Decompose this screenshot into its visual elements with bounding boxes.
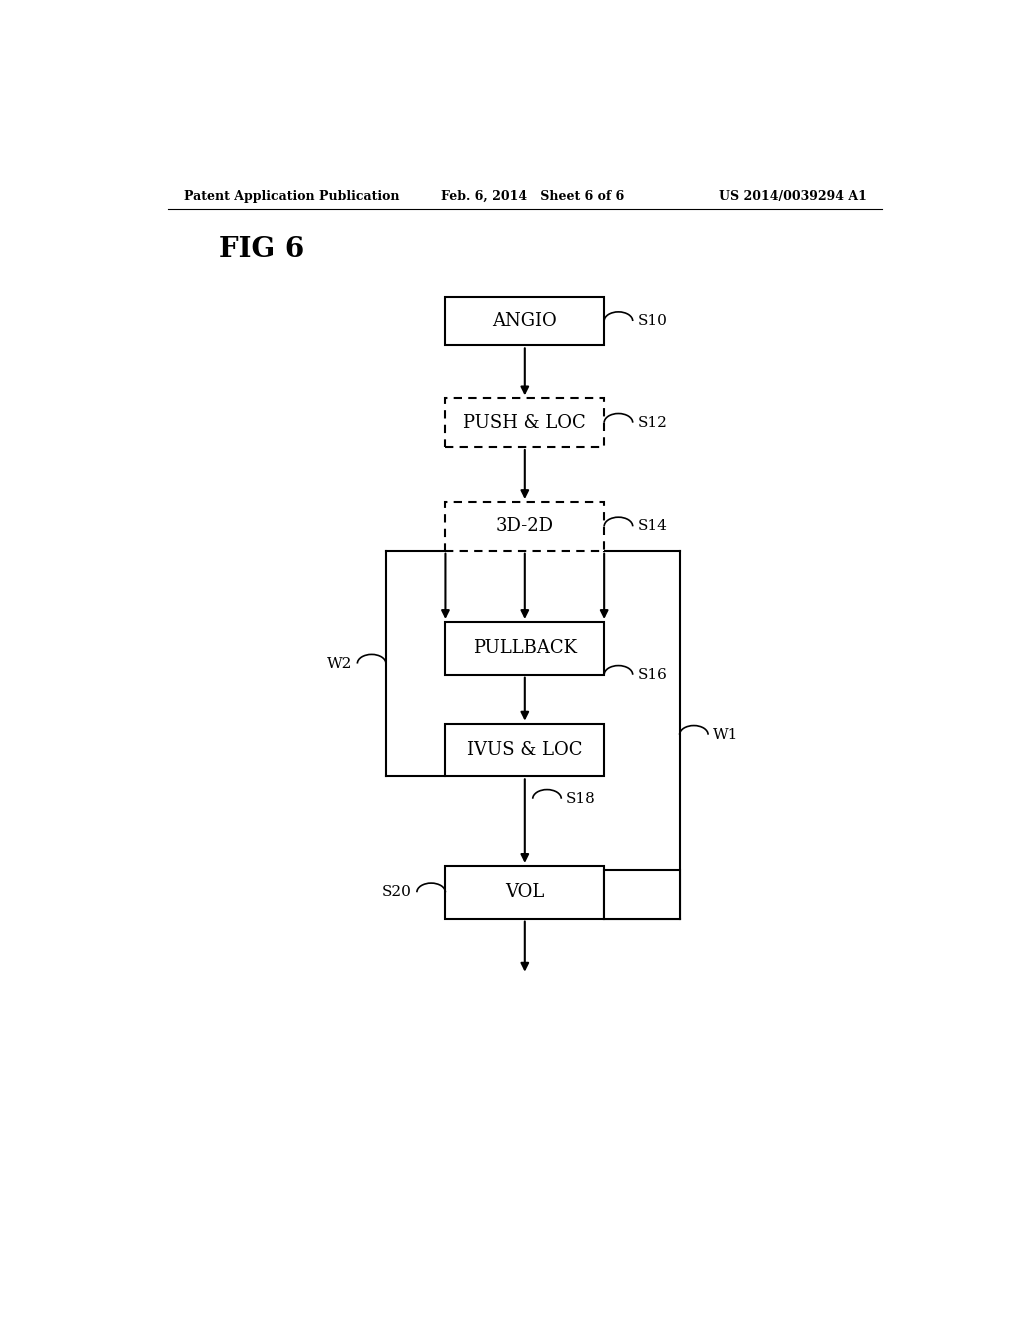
Text: PUSH & LOC: PUSH & LOC bbox=[464, 413, 586, 432]
Bar bbox=[445, 297, 604, 346]
Text: S10: S10 bbox=[638, 314, 668, 329]
Bar bbox=[445, 502, 604, 550]
Text: S16: S16 bbox=[638, 668, 668, 681]
Text: US 2014/0039294 A1: US 2014/0039294 A1 bbox=[719, 190, 867, 202]
Text: S14: S14 bbox=[638, 519, 668, 533]
Text: PULLBACK: PULLBACK bbox=[473, 639, 577, 657]
Text: Feb. 6, 2014   Sheet 6 of 6: Feb. 6, 2014 Sheet 6 of 6 bbox=[441, 190, 625, 202]
Bar bbox=[604, 870, 680, 919]
Text: S12: S12 bbox=[638, 416, 668, 430]
Bar bbox=[445, 723, 604, 776]
Text: ANGIO: ANGIO bbox=[493, 312, 557, 330]
Text: Patent Application Publication: Patent Application Publication bbox=[183, 190, 399, 202]
Text: 3D-2D: 3D-2D bbox=[496, 517, 554, 536]
Bar bbox=[445, 622, 604, 675]
Text: S20: S20 bbox=[382, 886, 412, 899]
Bar bbox=[445, 866, 604, 919]
Text: IVUS & LOC: IVUS & LOC bbox=[467, 741, 583, 759]
Text: FIG 6: FIG 6 bbox=[219, 236, 304, 264]
Text: W2: W2 bbox=[328, 656, 352, 671]
Bar bbox=[445, 399, 604, 447]
Text: W1: W1 bbox=[713, 727, 738, 742]
Text: S18: S18 bbox=[566, 792, 596, 805]
Text: VOL: VOL bbox=[505, 883, 545, 902]
